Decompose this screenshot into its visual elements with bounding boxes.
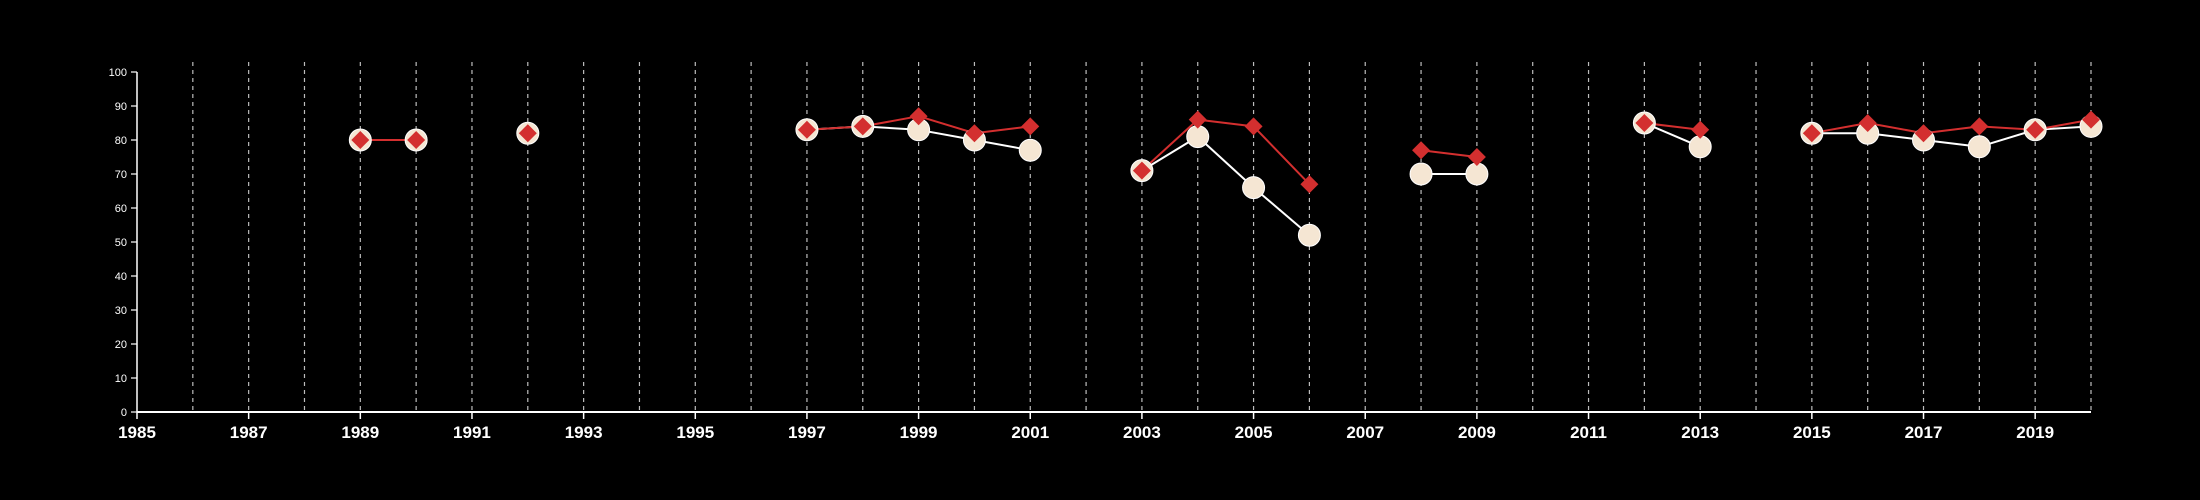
circle-marker-2008 <box>1409 162 1433 186</box>
diamond-marker-2015 <box>1802 124 1821 143</box>
x-tick-label-2005: 2005 <box>1235 423 1273 442</box>
diamond-marker-2001 <box>1021 117 1040 136</box>
diamond-marker-1990 <box>407 131 426 149</box>
x-tick-label-1993: 1993 <box>565 423 603 442</box>
x-tick-label-1995: 1995 <box>676 423 714 442</box>
diamond-marker-2012 <box>1635 114 1654 132</box>
x-tick-label-2015: 2015 <box>1793 423 1831 442</box>
y-tick-label-60: 60 <box>115 203 127 215</box>
circle-marker-2005 <box>1242 176 1266 200</box>
diamond-marker-1997 <box>797 120 816 139</box>
series-1-segment-2004 <box>1197 135 1255 189</box>
diamond-marker-2005 <box>1244 117 1263 136</box>
diamond-marker-1992 <box>518 124 537 143</box>
y-tick-label-10: 10 <box>115 373 127 385</box>
grid-layer <box>192 62 2092 412</box>
x-tick-label-1987: 1987 <box>230 423 268 442</box>
series-2-segment-2000 <box>974 125 1031 135</box>
diamond-marker-2018 <box>1970 117 1989 136</box>
x-tick-label-2001: 2001 <box>1011 423 1049 442</box>
series-1-segment-2005 <box>1252 186 1311 236</box>
diamond-marker-1998 <box>853 117 872 136</box>
circle-marker-2013 <box>1688 135 1712 159</box>
x-tick-label-1985: 1985 <box>118 423 156 442</box>
series-2-markers <box>351 107 2100 194</box>
series-1 <box>360 122 2092 236</box>
x-tick-label-2011: 2011 <box>1570 423 1607 442</box>
y-tick-label-100: 100 <box>109 67 127 79</box>
diamond-marker-2009 <box>1467 148 1486 166</box>
x-tick-label-1997: 1997 <box>788 423 826 442</box>
y-tick-label-20: 20 <box>115 339 127 351</box>
diamond-marker-2008 <box>1412 141 1431 160</box>
y-tick-label-30: 30 <box>115 305 127 317</box>
circle-marker-2009 <box>1465 162 1489 186</box>
x-tick-label-1989: 1989 <box>341 423 379 442</box>
diamond-marker-1999 <box>909 107 928 126</box>
diamond-marker-2000 <box>965 124 984 143</box>
x-tick-label-2009: 2009 <box>1458 423 1496 442</box>
series-2-segment-2005 <box>1252 125 1311 185</box>
series-2-segment-2008 <box>1420 149 1478 158</box>
x-tick-label-1999: 1999 <box>900 423 938 442</box>
y-tick-label-0: 0 <box>121 407 127 419</box>
series-2-segment-2004 <box>1197 118 1254 128</box>
x-tick-label-2017: 2017 <box>1905 423 1943 442</box>
circle-marker-2004 <box>1186 125 1210 149</box>
y-tick-label-70: 70 <box>115 169 127 181</box>
x-tick-label-1991: 1991 <box>453 423 491 442</box>
series-2-segment-2016 <box>1867 122 1924 135</box>
circle-marker-2018 <box>1967 135 1991 159</box>
y-tick-label-80: 80 <box>115 135 127 147</box>
series-2-segment-2003 <box>1141 118 1199 172</box>
y-tick-label-40: 40 <box>115 271 127 283</box>
diamond-marker-2019 <box>2026 120 2045 139</box>
series-1-markers <box>348 111 2103 247</box>
diamond-marker-2006 <box>1300 175 1319 194</box>
diamond-marker-2020 <box>2082 110 2100 129</box>
x-tick-label-2003: 2003 <box>1123 423 1161 442</box>
axes-layer: 0 10 20 30 40 50 60 70 80 90 100 1985 1987 1989 1991 19… <box>109 67 2091 442</box>
x-tick-label-2019: 2019 <box>2016 423 2054 442</box>
y-tick-label-90: 90 <box>115 101 127 113</box>
series-2-segment-1999 <box>918 115 975 135</box>
diamond-marker-1989 <box>351 131 370 149</box>
circle-marker-2006 <box>1297 223 1321 247</box>
diamond-marker-2017 <box>1914 124 1933 143</box>
series-layer <box>348 107 2103 247</box>
x-tick-label-2013: 2013 <box>1681 423 1719 442</box>
series-2 <box>360 115 2092 185</box>
diamond-marker-2016 <box>1858 114 1877 132</box>
diamond-marker-2013 <box>1691 120 1710 139</box>
y-tick-label-50: 50 <box>115 237 127 249</box>
series-2-segment-2017 <box>1923 125 1980 135</box>
circle-marker-2001 <box>1018 138 1042 162</box>
diamond-marker-2004 <box>1188 110 1207 129</box>
x-tick-label-2007: 2007 <box>1346 423 1384 442</box>
diamond-marker-2003 <box>1132 161 1151 180</box>
